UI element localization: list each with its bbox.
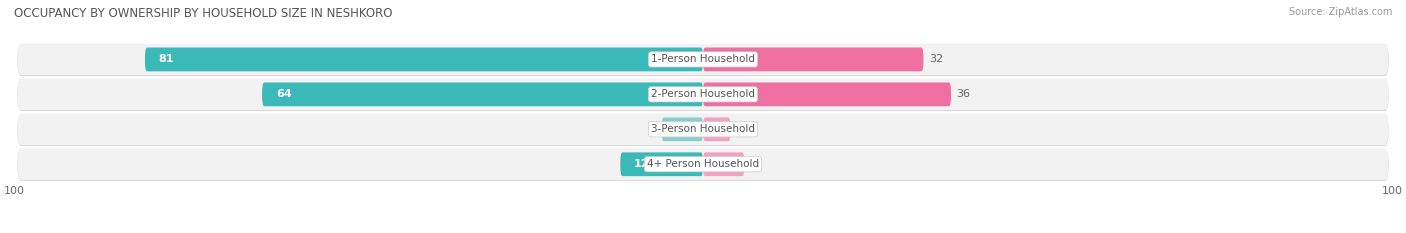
FancyBboxPatch shape <box>17 44 1389 75</box>
FancyBboxPatch shape <box>262 82 703 106</box>
FancyBboxPatch shape <box>17 114 1389 146</box>
Text: 2-Person Household: 2-Person Household <box>651 89 755 99</box>
FancyBboxPatch shape <box>703 48 924 71</box>
FancyBboxPatch shape <box>17 79 1389 111</box>
Text: 6: 6 <box>650 124 657 134</box>
Text: 6: 6 <box>749 159 756 169</box>
Text: 4: 4 <box>737 124 744 134</box>
FancyBboxPatch shape <box>703 82 950 106</box>
FancyBboxPatch shape <box>703 117 731 141</box>
FancyBboxPatch shape <box>17 149 1389 181</box>
FancyBboxPatch shape <box>620 152 703 176</box>
FancyBboxPatch shape <box>703 152 744 176</box>
Text: 81: 81 <box>159 55 174 64</box>
Text: OCCUPANCY BY OWNERSHIP BY HOUSEHOLD SIZE IN NESHKORO: OCCUPANCY BY OWNERSHIP BY HOUSEHOLD SIZE… <box>14 7 392 20</box>
FancyBboxPatch shape <box>17 44 1389 76</box>
Text: 12: 12 <box>634 159 650 169</box>
FancyBboxPatch shape <box>662 117 703 141</box>
Text: 1-Person Household: 1-Person Household <box>651 55 755 64</box>
Text: 4+ Person Household: 4+ Person Household <box>647 159 759 169</box>
Text: 32: 32 <box>929 55 943 64</box>
Text: 3-Person Household: 3-Person Household <box>651 124 755 134</box>
FancyBboxPatch shape <box>17 114 1389 145</box>
FancyBboxPatch shape <box>145 48 703 71</box>
Text: Source: ZipAtlas.com: Source: ZipAtlas.com <box>1288 7 1392 17</box>
FancyBboxPatch shape <box>17 149 1389 180</box>
FancyBboxPatch shape <box>17 79 1389 110</box>
Text: 64: 64 <box>276 89 291 99</box>
Text: 36: 36 <box>956 89 970 99</box>
